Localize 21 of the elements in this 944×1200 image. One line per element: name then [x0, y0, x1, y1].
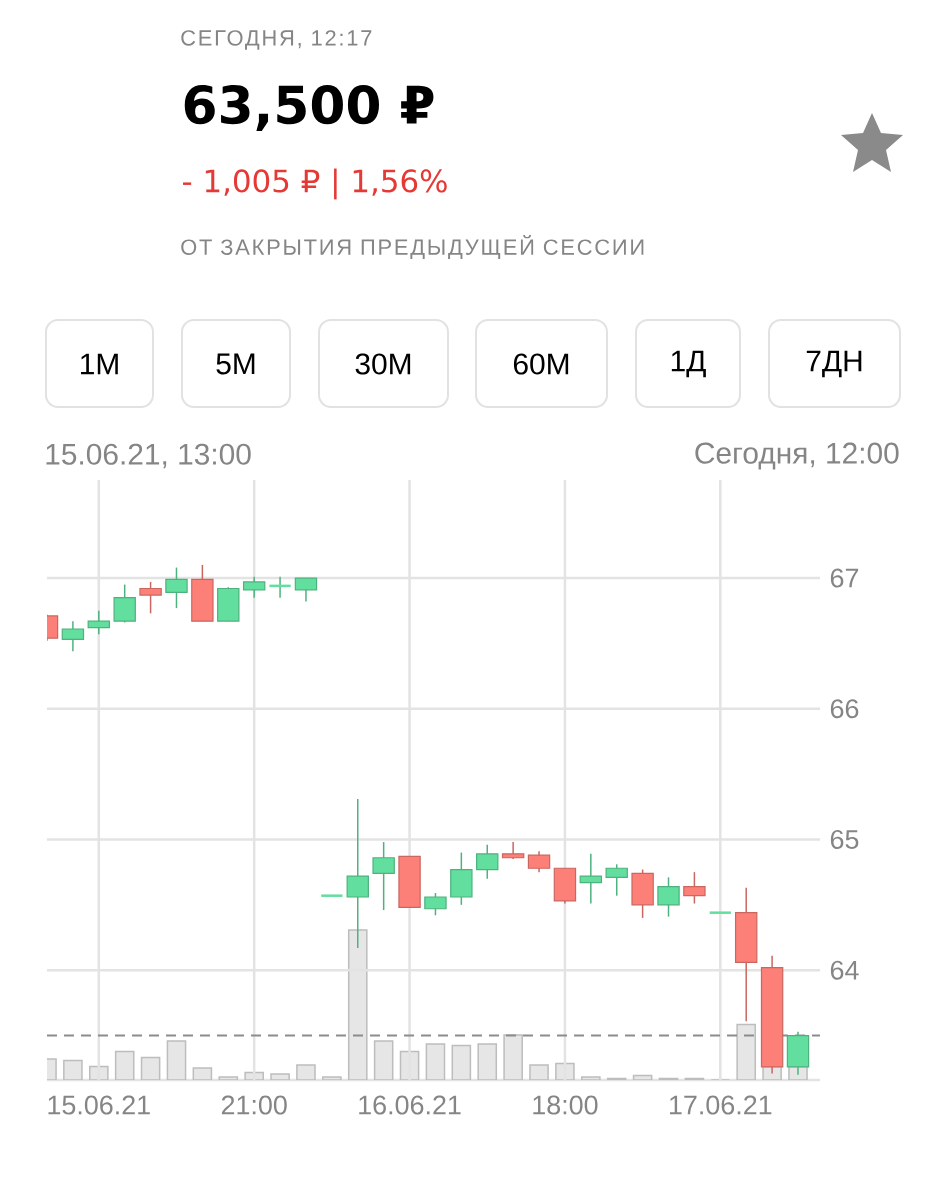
x-tick-label: 16.06.21: [359, 1095, 461, 1115]
chart-subtitle: - 1,005 ₽ | 1,56%: [183, 168, 447, 200]
x-tick-label: 17.06.21: [670, 1095, 772, 1115]
x-tick-label: 21:00: [221, 1095, 287, 1115]
text: 1M: [81, 353, 118, 375]
text: 1Д: [671, 350, 706, 378]
text: 7ДН: [806, 350, 862, 378]
y-tick-label: 66: [830, 699, 859, 719]
y-tick-label: 67: [830, 568, 859, 588]
text: СЕГОДНЯ, 12:17: [181, 30, 372, 50]
text: ОТ ЗАКРЫТИЯ ПРЕДЫДУЩЕЙ СЕССИИ: [181, 234, 644, 260]
text: 15.06.21, 13:00: [46, 443, 251, 469]
chart-title: 63,500 ₽: [184, 85, 434, 131]
text: Сегодня, 12:00: [695, 442, 899, 470]
x-tick-label: 18:00: [533, 1095, 598, 1115]
text: 60M: [513, 353, 569, 375]
text: 30M: [355, 353, 411, 375]
x-tick-label: 15.06.21: [48, 1095, 150, 1115]
y-tick-label: 65: [830, 829, 859, 849]
text: 5M: [216, 353, 255, 375]
y-tick-label: 64: [830, 960, 859, 980]
